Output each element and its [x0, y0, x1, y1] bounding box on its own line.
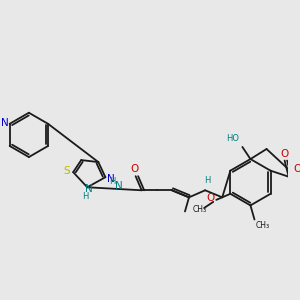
Text: H: H	[82, 192, 88, 201]
Text: H: H	[109, 177, 116, 186]
Text: CH₃: CH₃	[256, 221, 270, 230]
Text: HO: HO	[226, 134, 239, 143]
Text: N: N	[115, 181, 122, 191]
Text: O: O	[280, 148, 289, 158]
Text: N: N	[85, 184, 93, 194]
Text: N: N	[106, 174, 114, 184]
Text: N: N	[1, 118, 8, 128]
Text: S: S	[64, 166, 70, 176]
Text: H: H	[204, 176, 210, 185]
Text: O: O	[130, 164, 139, 174]
Text: O: O	[206, 193, 214, 203]
Text: O: O	[294, 164, 300, 174]
Text: CH₃: CH₃	[193, 206, 207, 214]
